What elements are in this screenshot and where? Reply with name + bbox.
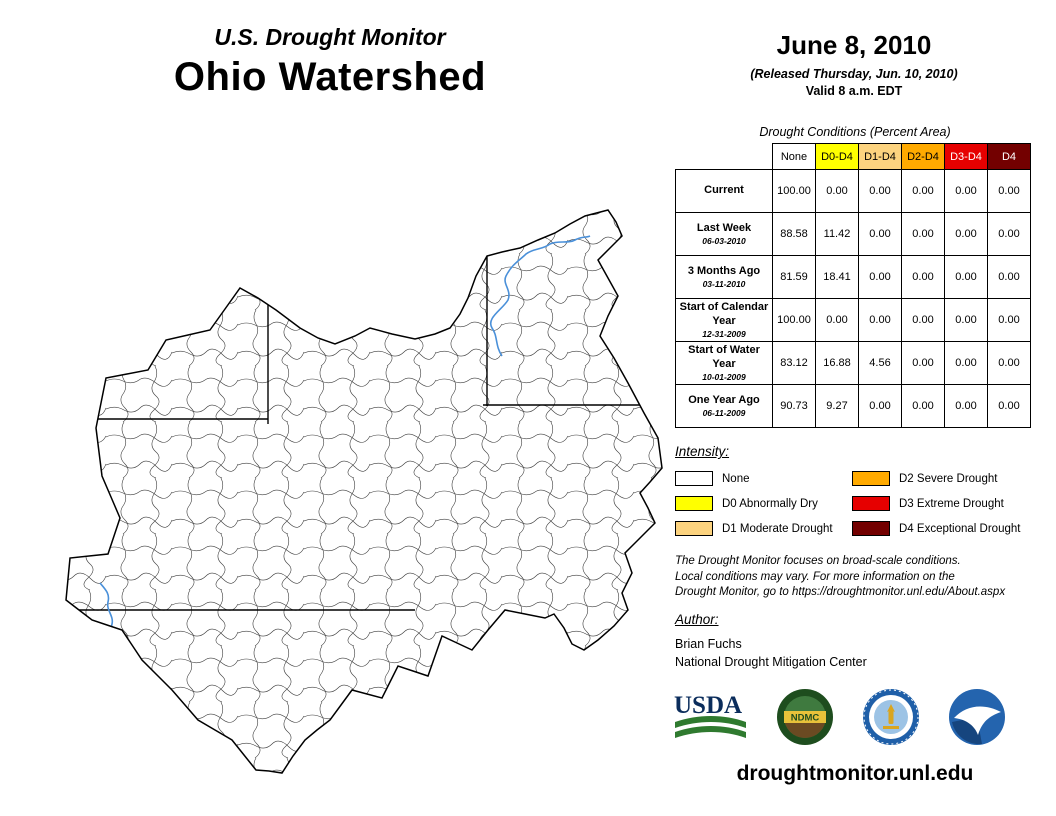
legend-swatch-d4	[852, 521, 890, 536]
table-corner-cell	[675, 143, 773, 170]
col-header-d0d4: D0-D4	[815, 143, 859, 170]
row-label-one-year-ago: One Year Ago 06-11-2009	[675, 384, 773, 428]
table-cell: 0.00	[944, 212, 988, 256]
legend-swatch-d3	[852, 496, 890, 511]
table-cell: 0.00	[858, 169, 902, 213]
program-title: U.S. Drought Monitor	[214, 24, 446, 50]
table-cell: 90.73	[772, 384, 816, 428]
state-boundaries	[66, 255, 640, 611]
table-cell: 0.00	[987, 212, 1031, 256]
table-cell: 0.00	[901, 212, 945, 256]
table-cell: 4.56	[858, 341, 902, 385]
table-row: Start of Water Year 10-01-2009 83.12 16.…	[675, 341, 1031, 385]
col-header-d1d4: D1-D4	[858, 143, 902, 170]
table-header-row: None D0-D4 D1-D4 D2-D4 D3-D4 D4	[675, 143, 1031, 170]
table-cell: 0.00	[901, 341, 945, 385]
legend-item-d2: D2 Severe Drought	[852, 471, 1020, 486]
row-label-3-months-ago: 3 Months Ago 03-11-2010	[675, 255, 773, 299]
row-label-last-week: Last Week 06-03-2010	[675, 212, 773, 256]
table-cell: 0.00	[901, 384, 945, 428]
commerce-seal-logo	[863, 689, 919, 745]
table-cell: 100.00	[772, 169, 816, 213]
release-date: (Released Thursday, Jun. 10, 2010)	[750, 67, 958, 81]
usda-logo: USDA	[674, 692, 746, 738]
table-cell: 100.00	[772, 298, 816, 342]
noaa-logo	[949, 689, 1005, 745]
legend-item-d1: D1 Moderate Drought	[675, 521, 852, 536]
table-cell: 9.27	[815, 384, 859, 428]
table-cell: 0.00	[858, 298, 902, 342]
table-row: 3 Months Ago 03-11-2010 81.59 18.41 0.00…	[675, 255, 1031, 299]
table-cell: 88.58	[772, 212, 816, 256]
table-row: One Year Ago 06-11-2009 90.73 9.27 0.00 …	[675, 384, 1031, 428]
table-title: Drought Conditions (Percent Area)	[759, 125, 951, 139]
svg-text:USDA: USDA	[674, 692, 742, 719]
conditions-table: None D0-D4 D1-D4 D2-D4 D3-D4 D4 Current …	[675, 143, 1031, 428]
legend-swatch-d2	[852, 471, 890, 486]
col-header-none: None	[772, 143, 816, 170]
col-header-d3d4: D3-D4	[944, 143, 988, 170]
table-cell: 16.88	[815, 341, 859, 385]
table-cell: 0.00	[987, 341, 1031, 385]
table-cell: 0.00	[815, 298, 859, 342]
map-date: June 8, 2010	[776, 30, 932, 60]
legend-item-d0: D0 Abnormally Dry	[675, 496, 852, 511]
legend-swatch-d0	[675, 496, 713, 511]
logo-row: USDA NDMC	[672, 688, 1006, 746]
table-cell: 18.41	[815, 255, 859, 299]
svg-text:NDMC: NDMC	[791, 713, 820, 724]
table-cell: 0.00	[987, 298, 1031, 342]
table-cell: 83.12	[772, 341, 816, 385]
disclaimer-text: The Drought Monitor focuses on broad-sca…	[675, 555, 1006, 599]
author-block: Author: Brian Fuchs National Drought Mit…	[675, 612, 867, 669]
table-cell: 0.00	[901, 169, 945, 213]
table-cell: 0.00	[858, 384, 902, 428]
row-label-current: Current	[675, 169, 773, 213]
table-cell: 81.59	[772, 255, 816, 299]
table-cell: 0.00	[944, 341, 988, 385]
author-heading: Author:	[675, 612, 719, 627]
table-cell: 0.00	[944, 169, 988, 213]
page-title: Ohio Watershed	[173, 55, 487, 99]
legend-item-d3: D3 Extreme Drought	[852, 496, 1020, 511]
table-cell: 0.00	[944, 384, 988, 428]
legend-swatch-none	[675, 471, 713, 486]
table-cell: 0.00	[901, 298, 945, 342]
valid-time: Valid 8 a.m. EDT	[805, 84, 903, 98]
watershed-outline	[65, 209, 663, 774]
author-org: National Drought Mitigation Center	[675, 655, 867, 669]
row-label-start-water-year: Start of Water Year 10-01-2009	[675, 341, 773, 385]
table-cell: 0.00	[987, 384, 1031, 428]
legend-title: Intensity:	[675, 444, 730, 459]
table-row: Last Week 06-03-2010 88.58 11.42 0.00 0.…	[675, 212, 1031, 256]
watershed-map	[65, 209, 663, 774]
table-cell: 0.00	[901, 255, 945, 299]
legend-swatch-d1	[675, 521, 713, 536]
table-row: Current 100.00 0.00 0.00 0.00 0.00 0.00	[675, 169, 1031, 213]
intensity-legend: Intensity: None D0 Abnormally Dry D1 Mod…	[675, 444, 1041, 536]
legend-item-none: None	[675, 471, 852, 486]
footer-url: droughtmonitor.unl.edu	[736, 762, 974, 785]
table-cell: 0.00	[944, 298, 988, 342]
ndmc-logo: NDMC	[777, 689, 833, 745]
watershed-fill	[66, 210, 662, 773]
col-header-d2d4: D2-D4	[901, 143, 945, 170]
table-cell: 0.00	[815, 169, 859, 213]
col-header-d4: D4	[987, 143, 1031, 170]
row-label-start-calendar-year: Start of Calendar Year 12-31-2009	[675, 298, 773, 342]
date-block: June 8, 2010 (Released Thursday, Jun. 10…	[670, 30, 1038, 98]
table-cell: 11.42	[815, 212, 859, 256]
table-cell: 0.00	[858, 212, 902, 256]
table-cell: 0.00	[944, 255, 988, 299]
table-cell: 0.00	[987, 169, 1031, 213]
title-block: U.S. Drought Monitor Ohio Watershed	[80, 24, 580, 100]
table-row: Start of Calendar Year 12-31-2009 100.00…	[675, 298, 1031, 342]
table-cell: 0.00	[858, 255, 902, 299]
legend-item-d4: D4 Exceptional Drought	[852, 521, 1020, 536]
author-name: Brian Fuchs	[675, 637, 742, 651]
table-cell: 0.00	[987, 255, 1031, 299]
